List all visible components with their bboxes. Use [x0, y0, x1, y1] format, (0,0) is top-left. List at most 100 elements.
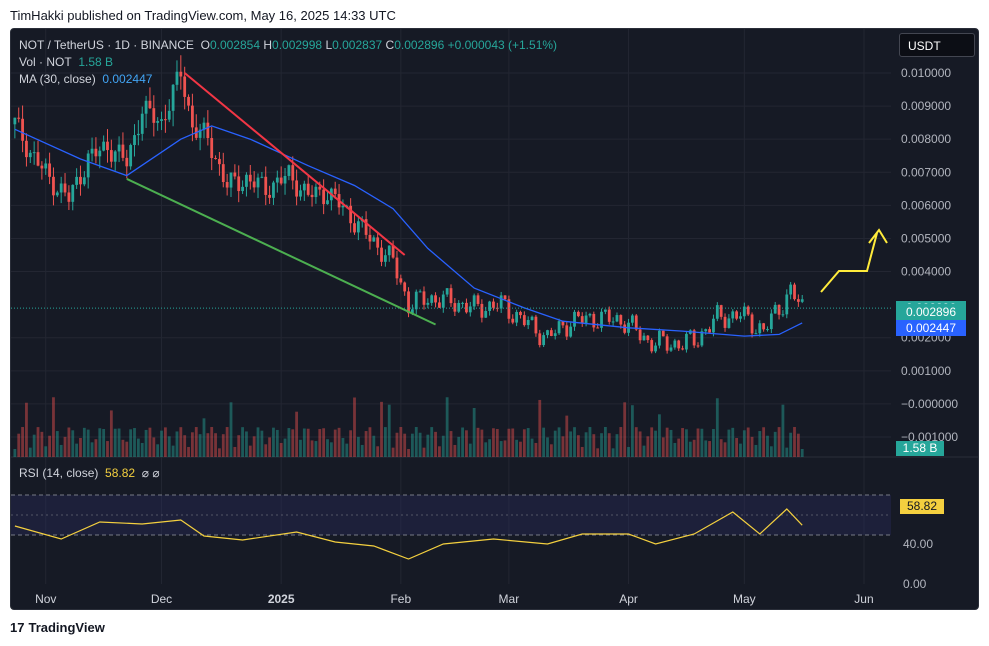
volume-bar: [553, 430, 557, 457]
candle-body: [596, 327, 600, 329]
candle-body: [82, 177, 86, 185]
volume-bar: [696, 428, 700, 457]
volume-bar: [256, 427, 260, 457]
candle-body: [411, 309, 414, 314]
candle-body: [580, 316, 584, 324]
candle-body: [260, 176, 264, 178]
volume-bar: [468, 443, 472, 457]
volume-bar: [353, 397, 356, 457]
candle-body: [762, 323, 766, 330]
candle-body: [631, 315, 634, 323]
volume-bar: [465, 430, 468, 457]
volume-bar: [557, 427, 561, 457]
candle-body: [758, 323, 762, 334]
volume-bar: [136, 438, 140, 457]
candle-body: [422, 291, 426, 305]
candle-body: [160, 119, 163, 121]
price-tick-label: 0.009000: [901, 99, 951, 113]
candle-body: [638, 329, 642, 341]
candle-body: [79, 176, 82, 185]
volume-bar: [383, 427, 387, 457]
volume-bar: [279, 442, 283, 457]
candle-body: [206, 122, 210, 139]
volume-bar: [194, 427, 198, 457]
published-header: TimHakki published on TradingView.com, M…: [10, 8, 396, 23]
volume-bar: [739, 443, 742, 457]
volume-bar: [349, 430, 353, 457]
candle-body: [677, 340, 681, 349]
candle-body: [387, 245, 391, 256]
volume-bar: [580, 446, 584, 457]
volume-bar: [546, 437, 549, 457]
candle-body: [642, 335, 646, 341]
chart-frame: 0.010000 0.009000 0.008000 0.007000 0.006000…: [10, 28, 979, 610]
rsi-legend: RSI (14, close) 58.82 ⌀ ⌀: [19, 466, 160, 480]
volume-label[interactable]: Vol · NOT: [19, 55, 72, 69]
volume-bar: [17, 433, 21, 457]
candle-body: [588, 313, 592, 316]
volume-bar: [661, 437, 665, 457]
candle-body: [611, 321, 615, 323]
tradingview-logo-icon: 17: [10, 620, 25, 635]
volume-bar: [681, 428, 684, 457]
volume-value: 1.58 B: [78, 55, 114, 69]
volume-bar: [731, 427, 735, 457]
volume-bar: [395, 432, 399, 457]
ohlc-h-label: H: [263, 38, 273, 52]
ma-label[interactable]: MA (30, close): [19, 72, 96, 86]
candle-body: [28, 152, 32, 158]
candle-body: [136, 133, 140, 136]
candle-body: [109, 150, 113, 162]
volume-bar: [627, 446, 630, 457]
time-tick-label: Dec: [151, 592, 172, 606]
volume-bar: [418, 432, 422, 457]
symbol-name[interactable]: NOT / TetherUS · 1D · BINANCE: [19, 38, 194, 52]
rsi-value: 58.82: [105, 466, 136, 480]
volume-bar: [90, 442, 94, 457]
candle-body: [326, 200, 329, 205]
footer-brand[interactable]: 17 TradingView: [10, 620, 105, 635]
candle-body: [445, 288, 449, 295]
volume-bar: [368, 427, 372, 457]
volume-bar: [32, 434, 36, 457]
eye-off-icon[interactable]: ⌀: [152, 466, 160, 480]
candle-body: [434, 295, 437, 303]
chart-canvas[interactable]: 0.010000 0.009000 0.008000 0.007000 0.006000…: [11, 29, 978, 609]
candle-body: [90, 148, 94, 154]
candle-body: [542, 335, 546, 346]
volume-bar: [561, 436, 565, 457]
candle-body: [731, 311, 735, 319]
candle-body: [59, 183, 63, 193]
trendline-red: [184, 72, 406, 256]
candle-body: [650, 340, 654, 352]
currency-button[interactable]: USDT: [899, 33, 975, 57]
candle-body: [113, 151, 117, 162]
candle-body: [438, 302, 441, 308]
volume-bar: [287, 428, 291, 457]
candle-body: [341, 205, 345, 208]
volume-bar: [519, 441, 522, 457]
volume-bar: [742, 430, 746, 457]
candle-body: [295, 180, 299, 197]
volume-bar: [28, 447, 32, 457]
volume-bar: [306, 428, 310, 457]
rsi-tick-label: 0.00: [903, 577, 927, 591]
candle-body: [573, 311, 576, 327]
candle-body: [430, 295, 434, 303]
candle-body: [353, 223, 356, 233]
candle-body: [156, 120, 160, 123]
volume-bar: [488, 439, 491, 457]
volume-bar: [480, 429, 484, 457]
volume-bar: [302, 428, 306, 457]
volume-bar: [476, 427, 480, 457]
eye-off-icon[interactable]: ⌀: [141, 466, 149, 480]
candle-body: [742, 306, 746, 317]
volume-bar: [121, 439, 125, 457]
ohlc-o-label: O: [200, 38, 210, 52]
ohlc-low: 0.002837: [332, 38, 383, 52]
candle-body: [287, 165, 291, 176]
volume-bar: [318, 429, 322, 457]
volume-bar: [715, 398, 719, 457]
rsi-label[interactable]: RSI (14, close): [19, 466, 99, 480]
volume-bar: [163, 427, 167, 457]
